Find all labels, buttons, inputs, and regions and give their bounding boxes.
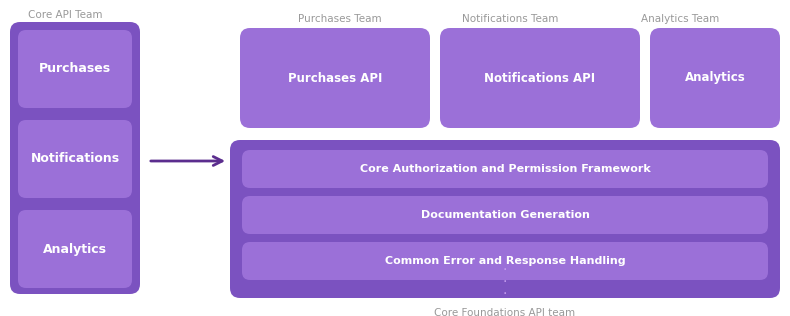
FancyBboxPatch shape — [440, 28, 640, 128]
Text: .: . — [502, 283, 507, 297]
FancyBboxPatch shape — [230, 140, 780, 298]
Text: Purchases Team: Purchases Team — [298, 14, 382, 24]
Text: Notifications API: Notifications API — [484, 71, 596, 84]
FancyBboxPatch shape — [10, 22, 140, 294]
Text: .: . — [502, 259, 507, 273]
Text: Analytics Team: Analytics Team — [641, 14, 719, 24]
FancyBboxPatch shape — [18, 210, 132, 288]
Text: Purchases: Purchases — [39, 63, 111, 76]
Text: Notifications: Notifications — [31, 153, 119, 166]
Text: Core Foundations API team: Core Foundations API team — [435, 308, 576, 316]
Text: Common Error and Response Handling: Common Error and Response Handling — [385, 256, 626, 266]
FancyBboxPatch shape — [18, 120, 132, 198]
FancyBboxPatch shape — [650, 28, 780, 128]
FancyBboxPatch shape — [242, 150, 768, 188]
Text: Documentation Generation: Documentation Generation — [420, 210, 589, 220]
FancyBboxPatch shape — [18, 30, 132, 108]
Text: Notifications Team: Notifications Team — [462, 14, 559, 24]
Text: Core Authorization and Permission Framework: Core Authorization and Permission Framew… — [359, 164, 650, 174]
FancyBboxPatch shape — [242, 242, 768, 280]
Text: .: . — [502, 271, 507, 285]
Text: Core API Team: Core API Team — [28, 10, 102, 20]
Text: Purchases API: Purchases API — [288, 71, 382, 84]
FancyBboxPatch shape — [242, 196, 768, 234]
Text: Analytics: Analytics — [685, 71, 746, 84]
FancyBboxPatch shape — [240, 28, 430, 128]
Text: Analytics: Analytics — [43, 242, 107, 256]
